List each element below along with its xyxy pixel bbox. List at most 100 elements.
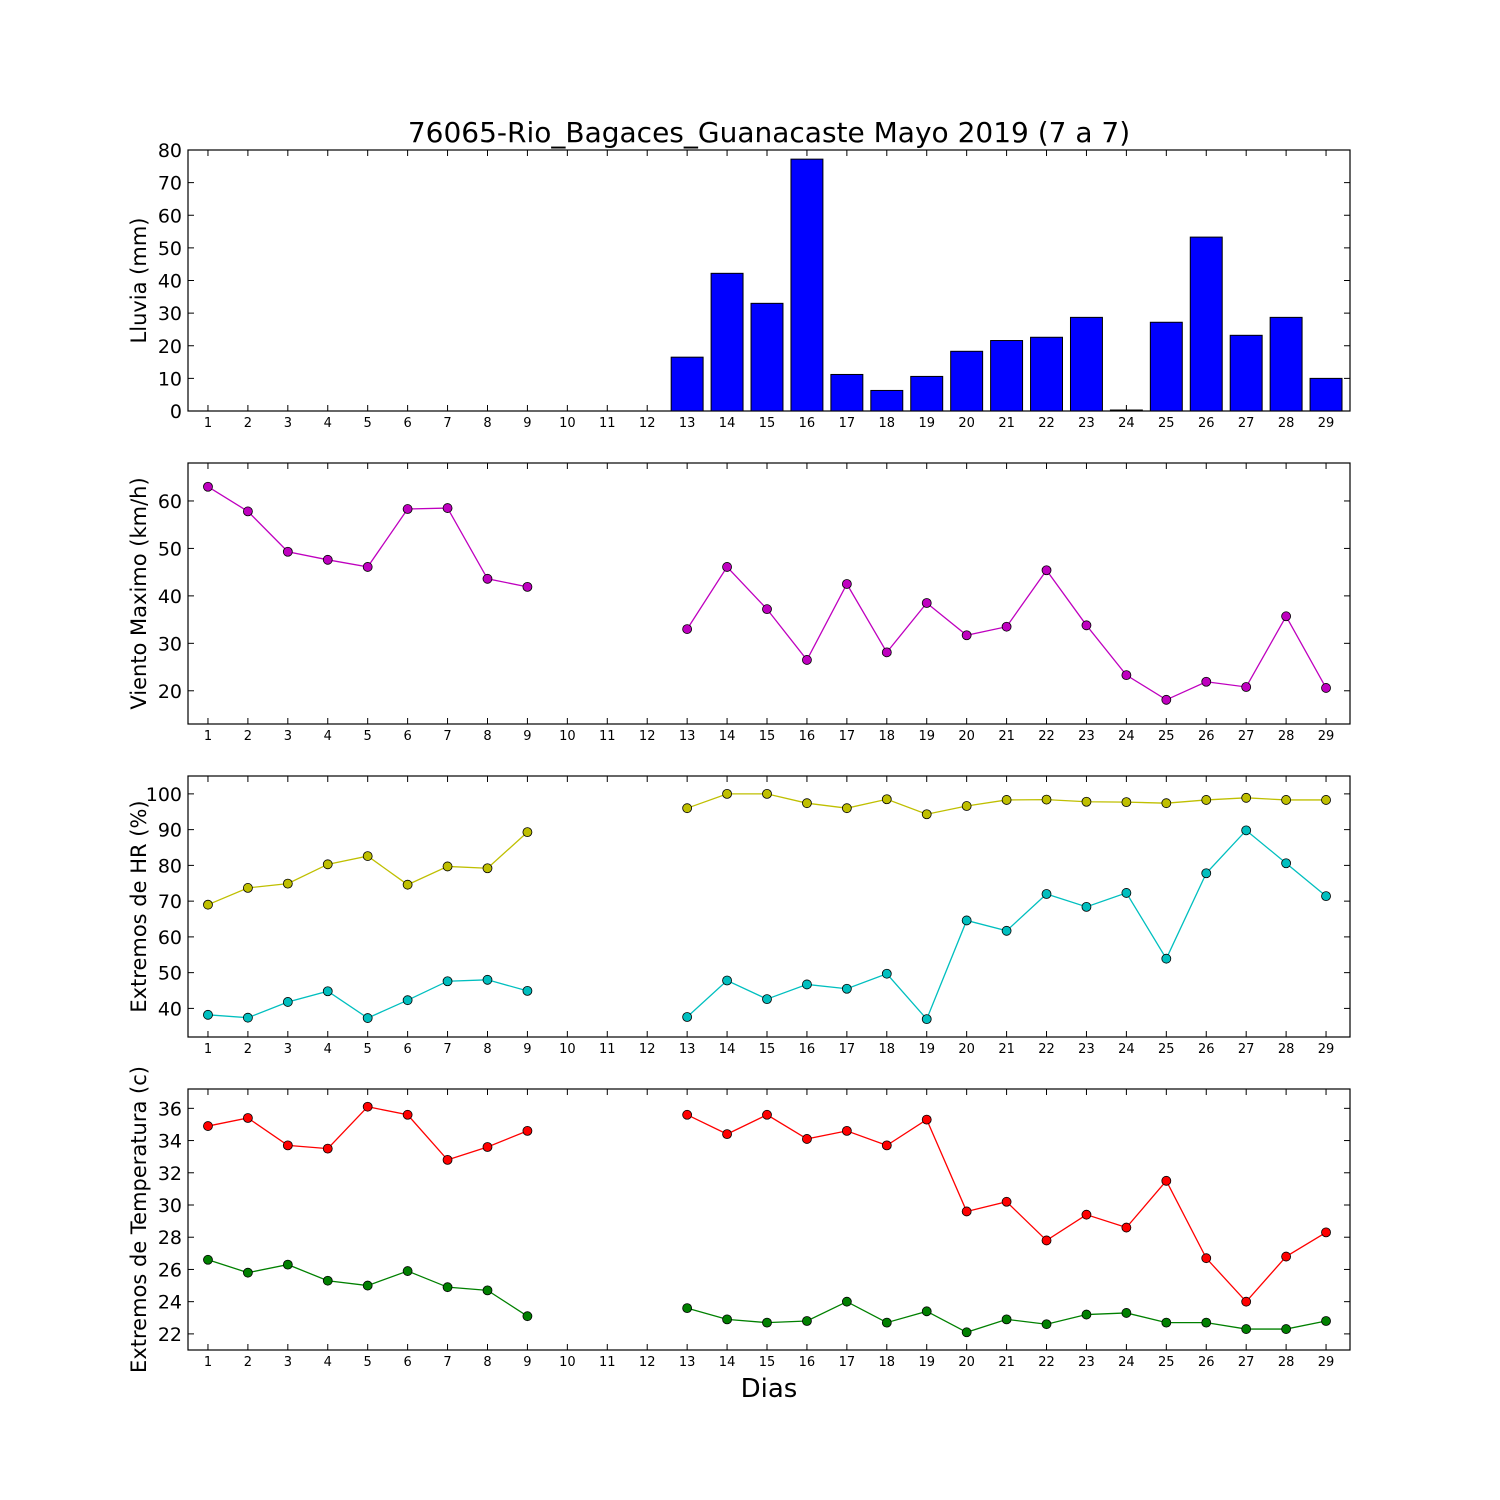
temperature-x-tick-label: 15 bbox=[759, 1355, 776, 1370]
temperature-x-tick-label: 27 bbox=[1238, 1355, 1255, 1370]
temperature-data-point bbox=[482, 1142, 493, 1152]
wind-x-tick-label: 26 bbox=[1198, 729, 1215, 744]
temperature-y-tick-label: 26 bbox=[158, 1259, 182, 1281]
temperature-data-point bbox=[802, 1316, 812, 1326]
humidity-data-point bbox=[482, 863, 493, 874]
humidity-x-tick-label: 2 bbox=[244, 1042, 252, 1057]
rain-x-tick-label: 20 bbox=[958, 416, 975, 431]
rain-bar bbox=[1309, 377, 1343, 412]
temperature-data-point bbox=[921, 1114, 932, 1125]
temperature-data-point bbox=[1001, 1196, 1012, 1207]
temperature-data-point bbox=[1041, 1235, 1052, 1246]
humidity-x-tick-label: 28 bbox=[1278, 1042, 1295, 1057]
temperature-x-tick-label: 9 bbox=[523, 1355, 531, 1370]
wind-data-point bbox=[881, 647, 892, 658]
wind-y-tick-label: 60 bbox=[158, 491, 182, 513]
rain-x-tick-label: 21 bbox=[998, 416, 1015, 431]
rain-x-tick-label: 26 bbox=[1198, 416, 1215, 431]
temperature-y-axis-label: Extremos de Temperatura (c) bbox=[127, 1066, 151, 1373]
rain-x-tick-label: 15 bbox=[759, 416, 776, 431]
wind-x-tick-label: 14 bbox=[719, 729, 736, 744]
humidity-data-point bbox=[1041, 889, 1052, 899]
rain-y-tick-label: 10 bbox=[158, 368, 182, 390]
temperature-data-point bbox=[242, 1113, 253, 1123]
humidity-data-point bbox=[1081, 796, 1092, 807]
humidity-data-point bbox=[322, 986, 333, 997]
wind-x-tick-label: 25 bbox=[1158, 729, 1175, 744]
humidity-data-point bbox=[961, 801, 972, 811]
rain-x-tick-label: 4 bbox=[324, 416, 332, 431]
temperature-data-point bbox=[961, 1206, 972, 1217]
humidity-data-point bbox=[442, 976, 453, 987]
humidity-y-tick-label: 40 bbox=[158, 998, 182, 1020]
rain-x-tick-label: 25 bbox=[1158, 416, 1175, 431]
humidity-data-point bbox=[402, 879, 413, 890]
temperature-data-point bbox=[1241, 1296, 1252, 1307]
humidity-y-tick-label: 70 bbox=[158, 891, 182, 913]
humidity-data-point bbox=[841, 983, 852, 994]
rain-x-tick-label: 18 bbox=[879, 416, 896, 431]
rain-x-tick-label: 19 bbox=[918, 416, 935, 431]
humidity-data-point bbox=[203, 899, 213, 910]
temperature-data-point bbox=[722, 1314, 732, 1325]
temperature-x-tick-label: 14 bbox=[719, 1355, 736, 1370]
rain-y-tick-label: 20 bbox=[158, 336, 182, 358]
humidity-data-point bbox=[961, 915, 972, 926]
humidity-data-point bbox=[322, 859, 333, 870]
wind-x-tick-label: 11 bbox=[599, 729, 616, 744]
humidity-y-tick-label: 100 bbox=[146, 784, 182, 806]
humidity-x-tick-label: 10 bbox=[559, 1042, 576, 1057]
temperature-axes-frame bbox=[187, 1088, 1351, 1351]
humidity-data-point bbox=[682, 803, 693, 814]
rain-y-tick-label: 0 bbox=[170, 401, 182, 423]
rain-bar bbox=[1030, 336, 1063, 412]
rain-x-tick-label: 28 bbox=[1278, 416, 1295, 431]
wind-data-point bbox=[402, 504, 413, 514]
wind-data-point bbox=[682, 624, 693, 634]
humidity-data-point bbox=[1081, 901, 1092, 912]
wind-data-point bbox=[1081, 620, 1092, 631]
humidity-x-tick-label: 1 bbox=[204, 1042, 212, 1057]
wind-data-point bbox=[1041, 565, 1052, 576]
rain-x-tick-label: 11 bbox=[599, 416, 616, 431]
humidity-x-tick-label: 25 bbox=[1158, 1042, 1175, 1057]
temperature-x-tick-label: 20 bbox=[958, 1355, 975, 1370]
temperature-x-tick-label: 25 bbox=[1158, 1355, 1175, 1370]
humidity-x-tick-label: 19 bbox=[918, 1042, 935, 1057]
wind-data-point bbox=[282, 546, 293, 557]
temperature-y-tick-label: 30 bbox=[158, 1195, 182, 1217]
temperature-x-tick-label: 6 bbox=[403, 1355, 411, 1370]
rain-x-tick-label: 10 bbox=[559, 416, 576, 431]
humidity-x-tick-label: 12 bbox=[639, 1042, 656, 1057]
temperature-data-point bbox=[762, 1317, 772, 1328]
temperature-data-point bbox=[722, 1129, 732, 1140]
wind-x-tick-label: 19 bbox=[918, 729, 935, 744]
humidity-y-tick-label: 60 bbox=[158, 927, 182, 949]
humidity-data-point bbox=[242, 883, 253, 893]
temperature-y-tick-label: 34 bbox=[158, 1131, 182, 1153]
humidity-x-tick-label: 9 bbox=[523, 1042, 531, 1057]
humidity-x-tick-label: 3 bbox=[284, 1042, 292, 1057]
humidity-data-point bbox=[1241, 825, 1252, 836]
humidity-data-point bbox=[1161, 798, 1172, 809]
temperature-y-tick-label: 24 bbox=[158, 1292, 182, 1314]
humidity-data-point bbox=[1121, 797, 1132, 807]
rain-bar bbox=[710, 272, 744, 412]
temperature-x-tick-label: 10 bbox=[559, 1355, 576, 1370]
temperature-data-point bbox=[442, 1154, 453, 1165]
humidity-data-point bbox=[522, 827, 533, 838]
rain-x-tick-label: 22 bbox=[1038, 416, 1055, 431]
temperature-data-point bbox=[1201, 1317, 1212, 1328]
wind-data-point bbox=[921, 598, 932, 608]
temperature-data-point bbox=[362, 1280, 373, 1291]
wind-data-point bbox=[482, 573, 493, 584]
temperature-x-tick-label: 1 bbox=[204, 1355, 212, 1370]
temperature-data-point bbox=[762, 1109, 772, 1120]
wind-data-point bbox=[1281, 611, 1292, 622]
temperature-data-point bbox=[1081, 1209, 1092, 1220]
wind-data-point bbox=[1121, 670, 1132, 681]
temperature-x-tick-label: 29 bbox=[1318, 1355, 1335, 1370]
humidity-data-point bbox=[402, 995, 413, 1006]
